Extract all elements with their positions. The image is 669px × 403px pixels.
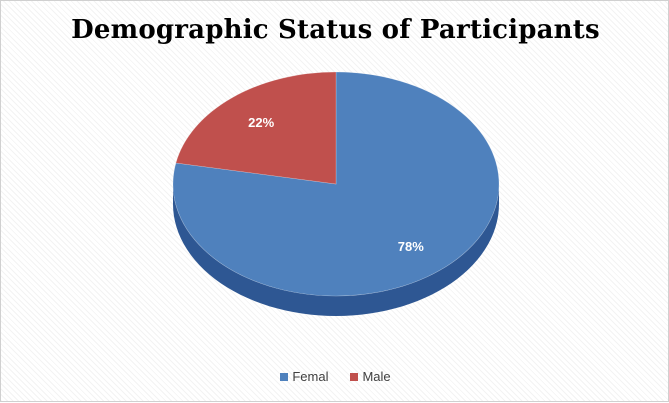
pie-slice-femal [172, 71, 500, 297]
legend-item-male: Male [350, 369, 391, 384]
pie-sides [173, 184, 499, 316]
legend-label-male: Male [362, 369, 391, 384]
legend-swatch-femal [280, 372, 289, 381]
data-label-femal: 78% [398, 239, 424, 254]
pie-slice-male [175, 71, 337, 185]
legend-swatch-male [350, 372, 359, 381]
legend: Femal Male [1, 369, 669, 384]
legend-label-femal: Femal [292, 369, 329, 384]
chart-title: Demographic Status of Participants [71, 15, 600, 45]
pie-side-femal [173, 184, 499, 316]
data-label-male: 22% [248, 115, 274, 130]
legend-item-femal: Femal [280, 369, 328, 384]
